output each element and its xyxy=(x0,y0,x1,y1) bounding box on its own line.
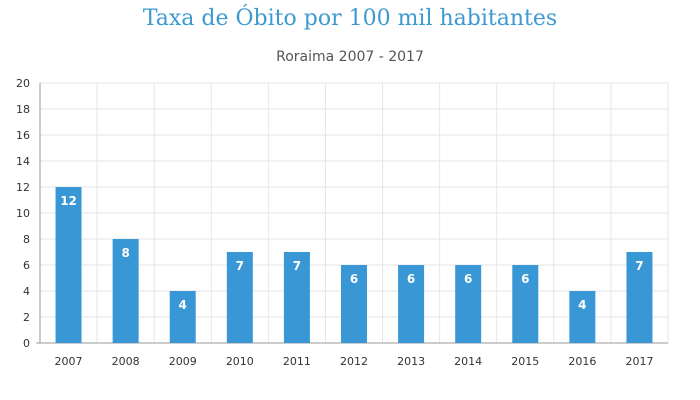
y-tick-label: 20 xyxy=(16,77,30,90)
data-label-2009: 4 xyxy=(179,298,187,312)
bar-2010 xyxy=(226,252,253,343)
x-tick-label-2014: 2014 xyxy=(454,355,482,368)
y-tick-label: 18 xyxy=(16,103,30,116)
chart-title: Taxa de Óbito por 100 mil habitantes xyxy=(142,6,558,31)
y-tick-label: 4 xyxy=(23,285,30,298)
x-tick-label-2012: 2012 xyxy=(340,355,368,368)
bar-2008 xyxy=(112,239,139,343)
data-label-2017: 7 xyxy=(635,259,643,273)
y-tick-label: 14 xyxy=(16,155,30,168)
y-tick-label: 6 xyxy=(23,259,30,272)
bar-2016 xyxy=(569,291,596,343)
bar-2009 xyxy=(169,291,196,343)
data-label-2010: 7 xyxy=(236,259,244,273)
bar-2014 xyxy=(455,265,482,343)
x-tick-label-2013: 2013 xyxy=(397,355,425,368)
y-tick-label: 8 xyxy=(23,233,30,246)
data-label-2008: 8 xyxy=(121,246,129,260)
y-tick-label: 0 xyxy=(23,337,30,350)
data-label-2014: 6 xyxy=(464,272,472,286)
data-label-2007: 12 xyxy=(60,194,77,208)
bar-2015 xyxy=(512,265,539,343)
x-tick-label-2015: 2015 xyxy=(511,355,539,368)
x-tick-label-2007: 2007 xyxy=(55,355,83,368)
data-label-2013: 6 xyxy=(407,272,415,286)
x-tick-label-2011: 2011 xyxy=(283,355,311,368)
x-tick-label-2017: 2017 xyxy=(625,355,653,368)
bar-2017 xyxy=(626,252,653,343)
y-tick-label: 2 xyxy=(23,311,30,324)
x-tick-label-2010: 2010 xyxy=(226,355,254,368)
x-tick-label-2008: 2008 xyxy=(112,355,140,368)
x-tick-label-2016: 2016 xyxy=(568,355,596,368)
x-tick-label-2009: 2009 xyxy=(169,355,197,368)
bar-layer xyxy=(55,187,653,343)
data-label-2011: 7 xyxy=(293,259,301,273)
bar-2007 xyxy=(55,187,82,343)
y-tick-label: 10 xyxy=(16,207,30,220)
data-label-2012: 6 xyxy=(350,272,358,286)
y-tick-label: 12 xyxy=(16,181,30,194)
data-label-2016: 4 xyxy=(578,298,586,312)
y-tick-label: 16 xyxy=(16,129,30,142)
bar-2013 xyxy=(398,265,425,343)
bar-2011 xyxy=(283,252,310,343)
data-label-2015: 6 xyxy=(521,272,529,286)
label-layer: 12 2007 8 2008 4 2009 7 2010 7 2011 6 2012 6 2013 6 201… xyxy=(55,194,654,368)
chart-subtitle: Roraima 2007 - 2017 xyxy=(276,49,424,65)
bar-2012 xyxy=(341,265,367,343)
